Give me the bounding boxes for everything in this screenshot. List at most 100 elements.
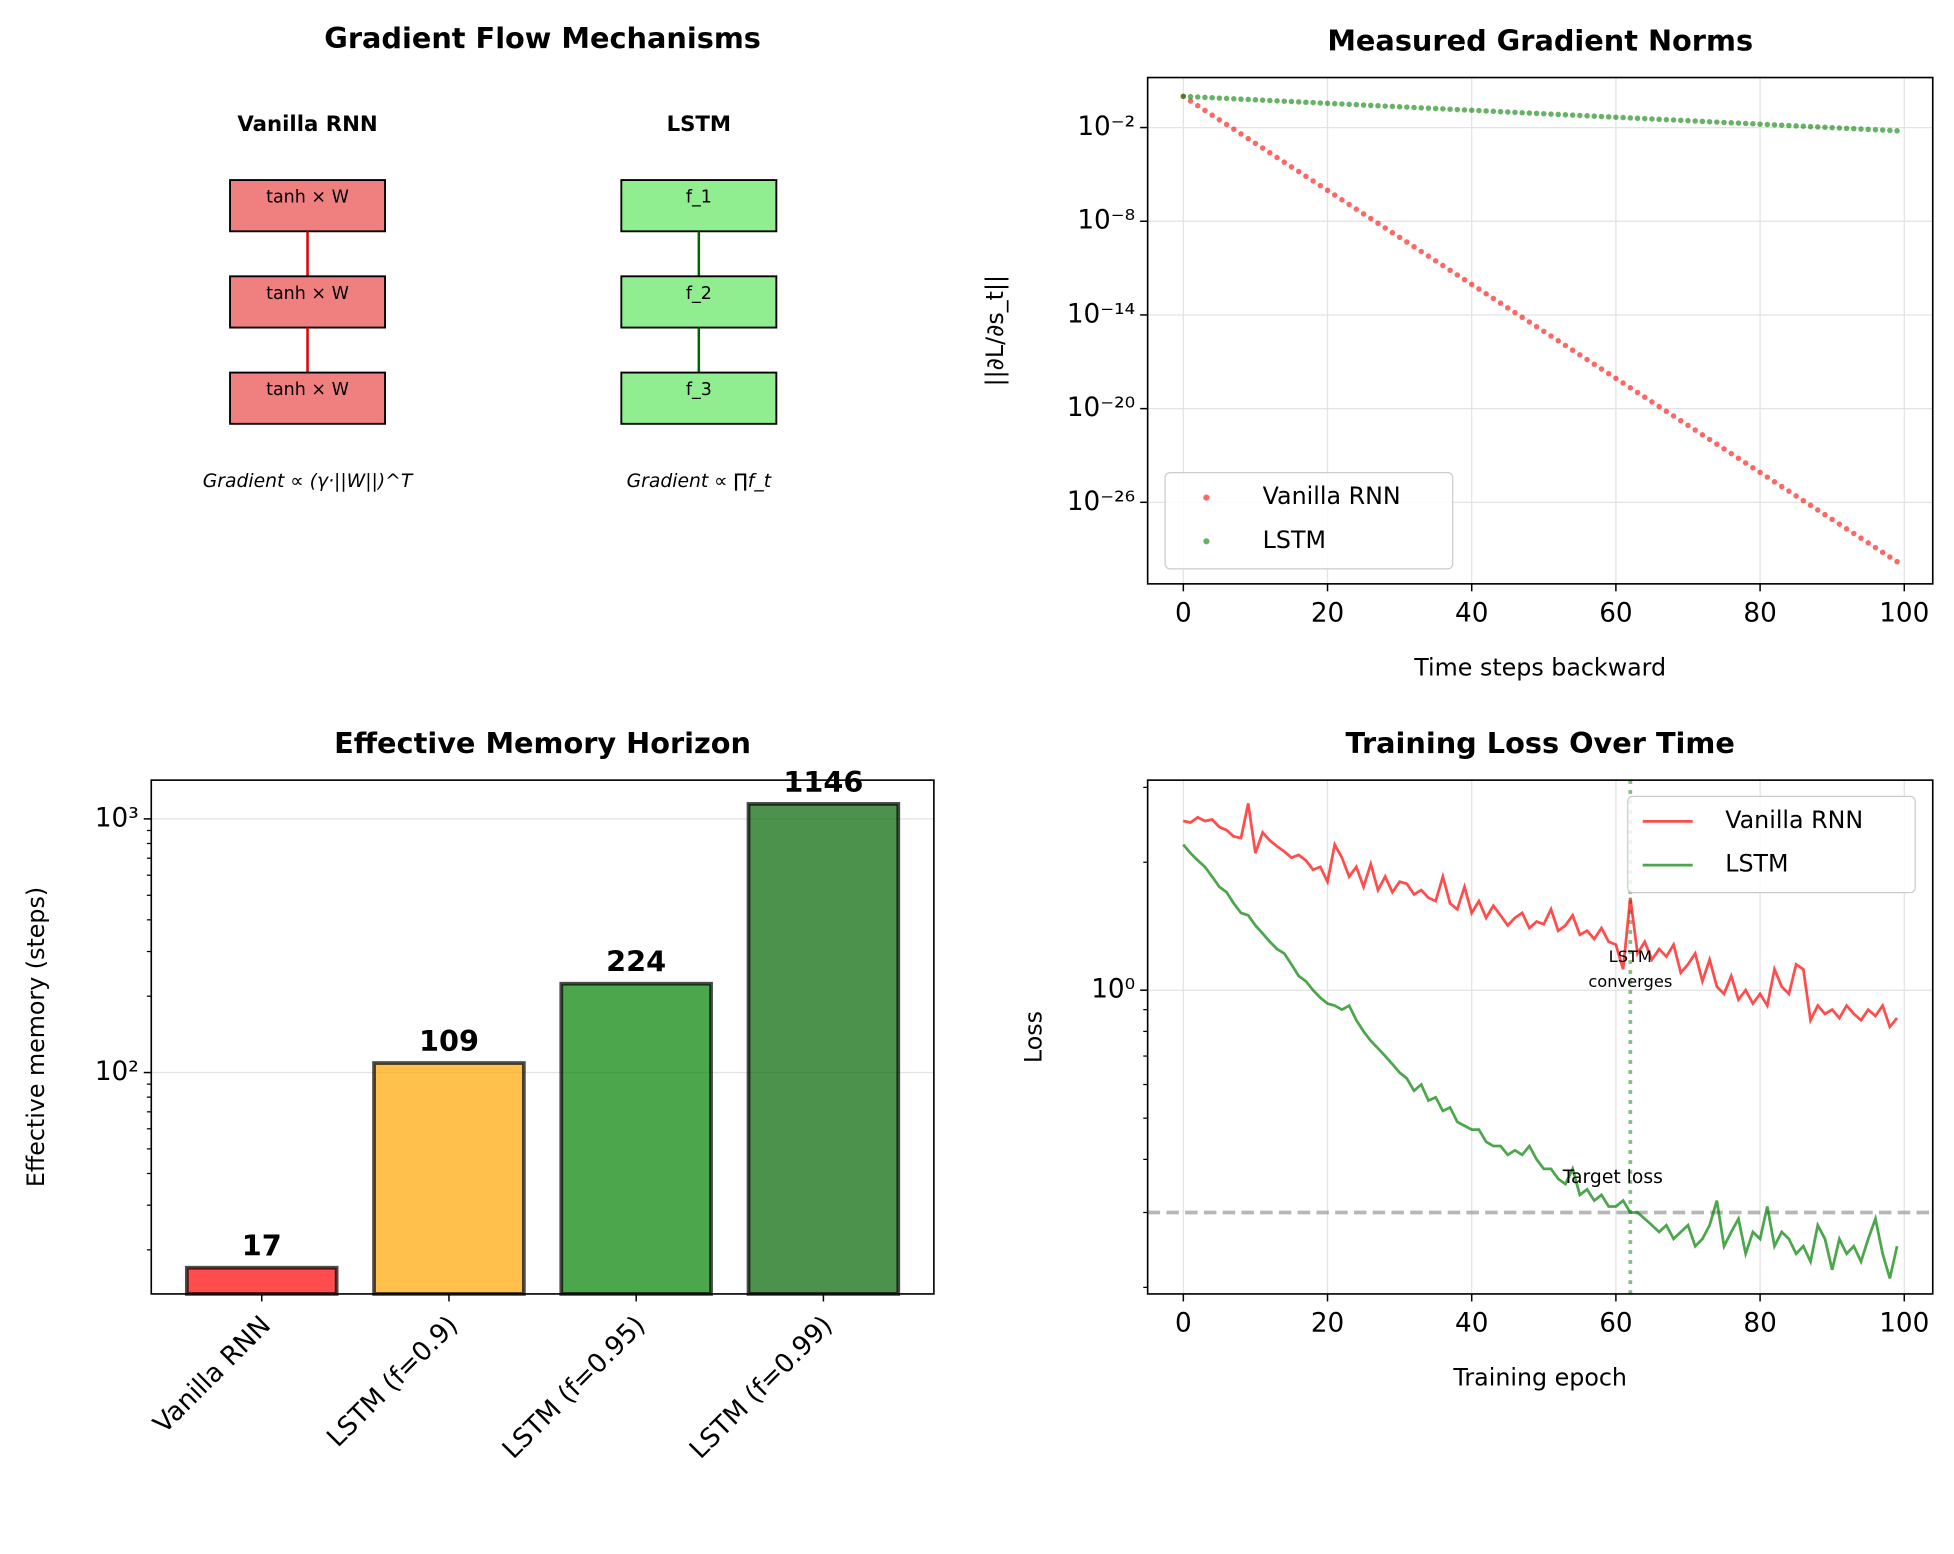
point (1815, 124, 1821, 130)
point (1259, 97, 1266, 103)
bar (184, 1265, 339, 1296)
point (1771, 122, 1778, 128)
point (1418, 248, 1424, 255)
point (1872, 544, 1879, 551)
x-tick-label: 0 (1175, 1308, 1192, 1338)
point (1238, 96, 1244, 102)
point (1209, 112, 1215, 118)
point (1663, 116, 1670, 123)
point (1324, 100, 1331, 107)
point (1894, 128, 1900, 134)
column-title: LSTM (667, 112, 732, 137)
point (1649, 116, 1655, 122)
value-label: 17 (242, 1229, 282, 1263)
point (1750, 464, 1756, 471)
point (1389, 103, 1396, 110)
point (1541, 328, 1547, 335)
x-tick-label: 20 (1311, 1308, 1344, 1338)
point (1303, 173, 1309, 179)
block (620, 179, 778, 233)
point (1252, 97, 1259, 103)
point (1865, 126, 1871, 133)
point (1281, 98, 1288, 104)
block (229, 371, 386, 425)
point (1627, 115, 1634, 121)
point (1591, 361, 1598, 368)
point (1195, 102, 1201, 109)
point (1461, 107, 1468, 113)
point (1252, 140, 1259, 147)
point (1245, 96, 1251, 103)
point (1533, 323, 1540, 330)
point (1786, 488, 1792, 494)
point (1577, 352, 1583, 358)
point (1613, 375, 1619, 382)
point (1231, 126, 1237, 132)
point (1685, 422, 1691, 429)
x-tick-label: 60 (1599, 1308, 1632, 1338)
y-tick-label: 10⁻²⁶ (1067, 487, 1135, 517)
x-tick-label: LSTM (f=0.9) (322, 1310, 465, 1453)
point (1598, 113, 1605, 120)
point (1742, 120, 1749, 127)
point (1800, 497, 1807, 504)
point (1887, 127, 1893, 134)
point (1223, 121, 1230, 128)
point (1382, 103, 1388, 109)
point (1879, 549, 1886, 556)
point (1793, 493, 1799, 499)
axes-frame (150, 779, 935, 1295)
point (1706, 118, 1713, 125)
point (1490, 295, 1497, 302)
x-tick-label: 100 (1879, 1308, 1929, 1338)
x-tick-label: 20 (1311, 598, 1344, 628)
point (1699, 118, 1706, 125)
point (1562, 112, 1569, 118)
point (1331, 100, 1338, 107)
point (1829, 124, 1835, 131)
block-label: tanh × W (266, 188, 349, 208)
point (1721, 446, 1727, 452)
point (1591, 113, 1598, 119)
block (620, 371, 778, 425)
annotation: Target loss (1562, 1167, 1663, 1188)
point (1757, 121, 1763, 127)
point (1259, 145, 1266, 151)
point (1346, 201, 1352, 208)
point (1317, 100, 1324, 106)
point (1447, 267, 1453, 273)
point (1569, 347, 1576, 353)
point (1757, 469, 1763, 476)
point (1692, 118, 1698, 124)
point (1843, 125, 1850, 132)
point (1231, 96, 1237, 102)
y-axis-label: Effective memory (steps) (22, 887, 50, 1187)
point (1440, 262, 1446, 269)
point (1865, 540, 1871, 546)
legend-label: Vanilla RNN (1725, 806, 1863, 834)
point (1764, 474, 1771, 480)
y-tick-label: 10⁰ (1091, 975, 1135, 1005)
point (1288, 98, 1295, 105)
point (1490, 108, 1497, 115)
point (1353, 206, 1360, 212)
point (1879, 127, 1886, 133)
point (1670, 117, 1677, 123)
point (1620, 380, 1626, 386)
point (1728, 120, 1734, 126)
annotation: converges (1588, 972, 1672, 991)
point (1404, 104, 1410, 110)
y-tick-label: 10⁻²⁰ (1067, 393, 1135, 423)
point (1375, 102, 1381, 109)
column-title: Vanilla RNN (237, 112, 377, 137)
point (1699, 432, 1706, 438)
x-tick-label: 100 (1879, 598, 1929, 628)
point (1822, 511, 1828, 518)
point (1627, 385, 1634, 391)
point (1339, 101, 1345, 107)
point (1223, 95, 1230, 102)
point (1685, 117, 1691, 124)
x-axis-label: Time steps backward (1413, 653, 1666, 681)
point (1887, 554, 1893, 560)
